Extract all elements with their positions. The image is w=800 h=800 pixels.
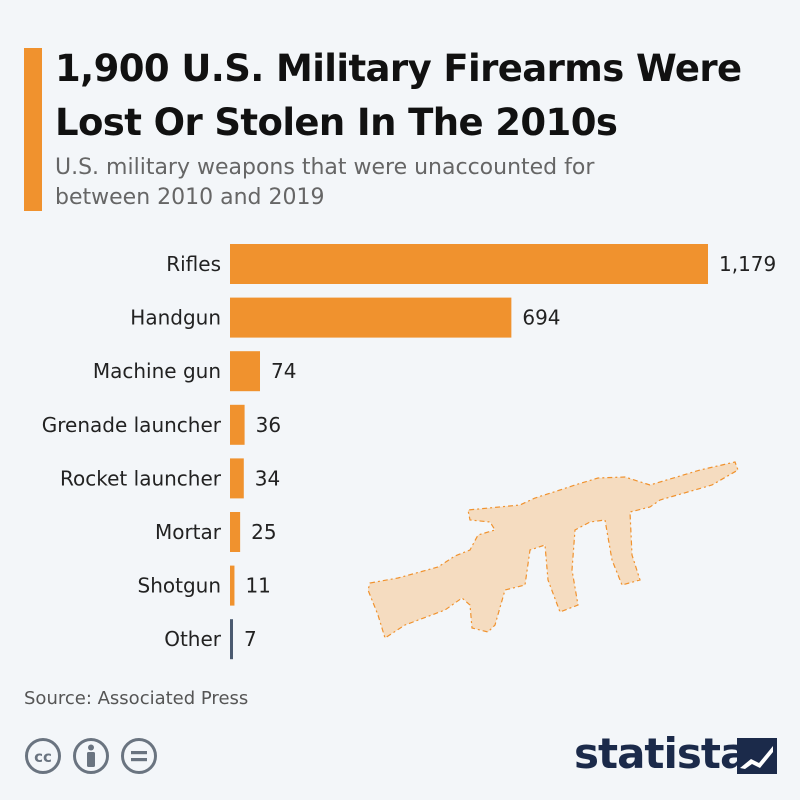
bars-group: Rifles 1,179 Handgun 694 Machine gun 74 Grenad… — [42, 244, 776, 660]
title-accent-bar — [24, 48, 42, 211]
bar-shotgun — [230, 565, 235, 606]
statista-logo-text[interactable]: statista — [574, 729, 748, 778]
category-label: Handgun — [130, 306, 221, 330]
chart-subtitle: U.S. military weapons that were unaccoun… — [55, 153, 775, 213]
no-derivatives-icon[interactable] — [120, 737, 158, 775]
bar-mortar — [230, 512, 241, 552]
title-line-1: 1,900 U.S. Military Firearms Were — [55, 47, 742, 90]
creative-commons-icon[interactable]: cc — [24, 737, 62, 775]
bar-rifles — [230, 244, 708, 284]
category-label: Machine gun — [93, 359, 221, 383]
value-label: 34 — [255, 466, 280, 490]
rifle-illustration — [367, 461, 739, 639]
bar-other — [230, 619, 233, 660]
category-label: Shotgun — [138, 574, 222, 598]
value-label: 11 — [245, 574, 270, 598]
subtitle-line-1: U.S. military weapons that were unaccoun… — [55, 155, 595, 180]
value-label: 25 — [251, 520, 276, 544]
category-label: Grenade launcher — [42, 413, 222, 437]
bar-machine-gun — [230, 351, 261, 392]
value-label: 74 — [271, 359, 296, 383]
bar-rocket-launcher — [230, 458, 244, 499]
title-line-2: Lost Or Stolen In The 2010s — [55, 101, 618, 144]
category-label: Rifles — [166, 252, 221, 276]
svg-text:cc: cc — [34, 748, 52, 766]
rifle-silhouette — [367, 461, 739, 639]
value-label: 7 — [244, 627, 257, 651]
source-note: Source: Associated Press — [24, 688, 249, 709]
value-label: 36 — [256, 413, 281, 437]
category-label: Mortar — [155, 520, 222, 544]
bar-chart: Rifles 1,179 Handgun 694 Machine gun 74 Grenad… — [42, 244, 776, 660]
chart-title: 1,900 U.S. Military Firearms Were Lost O… — [55, 42, 785, 150]
category-label: Other — [164, 627, 222, 651]
bar-grenade-launcher — [230, 404, 245, 445]
statista-logo-icon — [737, 738, 777, 774]
value-label: 1,179 — [719, 252, 776, 276]
attribution-icon[interactable] — [72, 737, 110, 775]
bar-handgun — [230, 297, 512, 338]
value-label: 694 — [522, 306, 560, 330]
subtitle-line-2: between 2010 and 2019 — [55, 185, 325, 210]
category-label: Rocket launcher — [60, 466, 222, 490]
